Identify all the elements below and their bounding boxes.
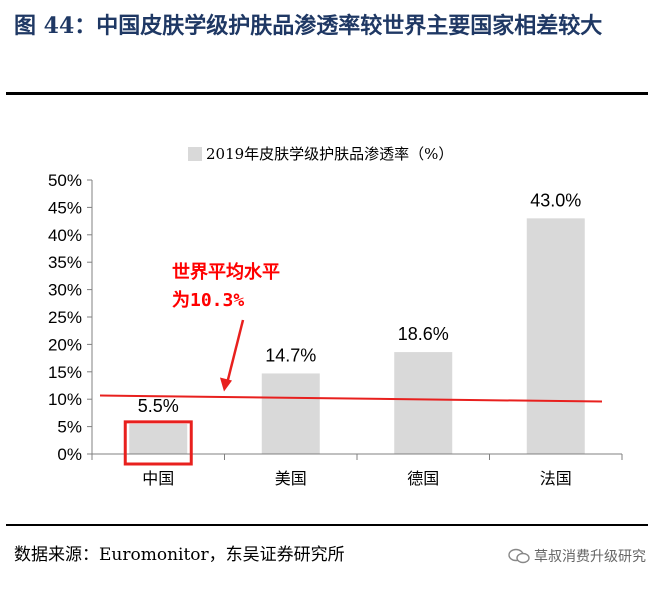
footer-rule <box>6 524 648 526</box>
y-tick-label: 35% <box>48 253 82 272</box>
bar-data-label: 18.6% <box>398 324 449 344</box>
highlight-box <box>123 420 193 466</box>
annotation-arrow-shaft <box>225 319 245 384</box>
y-axis: 0% 5% 10% 15% 20% 25% 30% 35% 40% 45% 50% <box>48 171 93 464</box>
bar <box>394 352 453 454</box>
y-tick-label: 10% <box>48 390 82 409</box>
bar-data-label: 5.5% <box>138 396 179 416</box>
y-tick-label: 40% <box>48 226 82 245</box>
annotation-label-line-2: 为10.3% <box>172 289 244 311</box>
bar-data-label: 43.0% <box>530 190 581 210</box>
figure-title: 图 44：中国皮肤学级护肤品渗透率较世界主要国家相差较大 <box>14 13 603 39</box>
x-category-label: 法国 <box>540 469 572 488</box>
x-axis: 中国 美国 德国 法国 <box>91 453 623 488</box>
legend-swatch <box>188 147 202 161</box>
bars-group <box>129 218 585 454</box>
annotation-arrow-head <box>220 377 232 392</box>
bar <box>129 423 188 454</box>
watermark: 草叔消费升级研究 <box>508 546 646 566</box>
y-tick-label: 25% <box>48 308 82 327</box>
y-tick-label: 50% <box>48 171 82 190</box>
y-tick-label: 5% <box>57 418 82 437</box>
bar <box>526 218 585 454</box>
x-category-label: 中国 <box>142 469 174 488</box>
wechat-icon <box>508 548 530 564</box>
world-average-line <box>99 394 603 403</box>
bar-chart: 2019年皮肤学级护肤品渗透率（%） 0% 5% 10% 15% 20% 25% 30% 35… <box>48 145 623 488</box>
data-labels-group: 5.5% 14.7% 18.6% 43.0% <box>138 190 582 415</box>
y-tick-label: 20% <box>48 335 82 354</box>
y-tick-label: 15% <box>48 363 82 382</box>
bar-data-label: 14.7% <box>265 345 316 365</box>
annotation-label-line-1: 世界平均水平 <box>172 261 280 283</box>
legend-label: 2019年皮肤学级护肤品渗透率（%） <box>206 145 453 163</box>
reference-annotation: 世界平均水平 为10.3% <box>99 261 603 403</box>
y-tick-label: 30% <box>48 281 82 300</box>
bar <box>261 373 320 454</box>
watermark-text: 草叔消费升级研究 <box>534 549 646 565</box>
x-category-label: 德国 <box>407 469 439 488</box>
x-category-label: 美国 <box>275 469 307 488</box>
source-note: 数据来源：Euromonitor，东吴证券研究所 <box>14 545 345 565</box>
y-tick-label: 45% <box>48 198 82 217</box>
y-tick-label: 0% <box>57 445 82 464</box>
header-rule <box>6 92 648 95</box>
